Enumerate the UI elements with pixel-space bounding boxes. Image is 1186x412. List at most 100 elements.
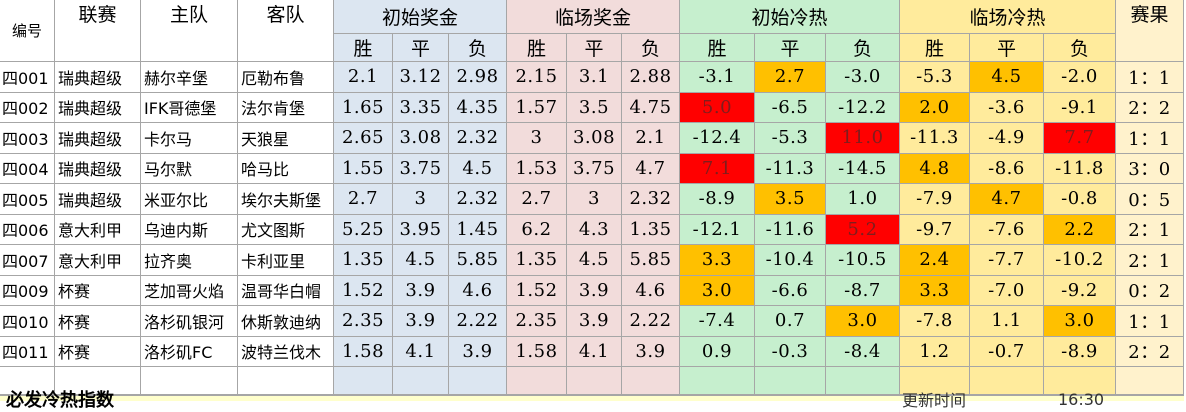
row-initial-bonus-win[interactable]: 2.7 bbox=[334, 184, 393, 215]
empty-cell[interactable] bbox=[55, 367, 141, 395]
row-result[interactable]: 3：0 bbox=[1116, 153, 1184, 184]
row-home-team[interactable]: 芝加哥火焰 bbox=[141, 275, 238, 306]
row-final-heat-win[interactable]: -5.3 bbox=[900, 62, 970, 93]
subheader-final-bonus-loss[interactable]: 负 bbox=[622, 34, 680, 62]
row-result[interactable]: 0：2 bbox=[1116, 275, 1184, 306]
row-initial-heat-draw[interactable]: -6.6 bbox=[755, 275, 826, 306]
row-initial-bonus-loss[interactable]: 4.6 bbox=[449, 275, 507, 306]
row-final-bonus-win[interactable]: 1.58 bbox=[507, 336, 567, 367]
row-final-bonus-loss[interactable]: 5.85 bbox=[622, 245, 680, 276]
row-home-team[interactable]: 米亚尔比 bbox=[141, 184, 238, 215]
empty-cell[interactable] bbox=[0, 367, 55, 395]
row-final-bonus-draw[interactable]: 3.5 bbox=[567, 92, 622, 123]
row-result[interactable]: 1：1 bbox=[1116, 123, 1184, 154]
row-final-heat-win[interactable]: 3.3 bbox=[900, 275, 970, 306]
empty-cell[interactable] bbox=[507, 367, 567, 395]
subheader-initial-heat-loss[interactable]: 负 bbox=[826, 34, 900, 62]
row-final-bonus-win[interactable]: 1.53 bbox=[507, 153, 567, 184]
empty-cell[interactable] bbox=[755, 367, 826, 395]
row-id[interactable]: 四003 bbox=[0, 123, 55, 154]
subheader-final-heat-win[interactable]: 胜 bbox=[900, 34, 970, 62]
row-final-heat-draw[interactable]: 1.1 bbox=[970, 306, 1044, 337]
header-away[interactable]: 客队 bbox=[238, 0, 334, 62]
row-initial-bonus-draw[interactable]: 4.1 bbox=[393, 336, 449, 367]
header-league[interactable]: 联赛 bbox=[55, 0, 141, 62]
row-league[interactable]: 瑞典超级 bbox=[55, 123, 141, 154]
header-initial-bonus[interactable]: 初始奖金 bbox=[334, 0, 507, 34]
row-final-bonus-win[interactable]: 2.7 bbox=[507, 184, 567, 215]
row-final-heat-draw[interactable]: -7.0 bbox=[970, 275, 1044, 306]
subheader-initial-bonus-win[interactable]: 胜 bbox=[334, 34, 393, 62]
row-initial-bonus-loss[interactable]: 5.85 bbox=[449, 245, 507, 276]
row-initial-heat-loss[interactable]: -3.0 bbox=[826, 62, 900, 93]
row-initial-bonus-loss[interactable]: 2.32 bbox=[449, 184, 507, 215]
row-initial-bonus-loss[interactable]: 2.98 bbox=[449, 62, 507, 93]
row-initial-bonus-draw[interactable]: 3.75 bbox=[393, 153, 449, 184]
row-initial-heat-win[interactable]: 3.3 bbox=[680, 245, 755, 276]
row-initial-heat-loss[interactable]: 1.0 bbox=[826, 184, 900, 215]
row-final-heat-loss[interactable]: -9.1 bbox=[1044, 92, 1116, 123]
row-initial-heat-win[interactable]: -12.1 bbox=[680, 214, 755, 245]
row-initial-bonus-win[interactable]: 1.52 bbox=[334, 275, 393, 306]
empty-cell[interactable] bbox=[1116, 367, 1184, 395]
row-home-team[interactable]: IFK哥德堡 bbox=[141, 92, 238, 123]
row-initial-heat-win[interactable]: -8.9 bbox=[680, 184, 755, 215]
row-initial-bonus-loss[interactable]: 2.32 bbox=[449, 123, 507, 154]
row-initial-bonus-draw[interactable]: 3.12 bbox=[393, 62, 449, 93]
empty-cell[interactable] bbox=[334, 367, 393, 395]
row-id[interactable]: 四002 bbox=[0, 92, 55, 123]
row-id[interactable]: 四001 bbox=[0, 62, 55, 93]
row-final-bonus-win[interactable]: 1.57 bbox=[507, 92, 567, 123]
empty-cell[interactable] bbox=[622, 367, 680, 395]
row-initial-heat-win[interactable]: 7.1 bbox=[680, 153, 755, 184]
row-home-team[interactable]: 洛杉矶银河 bbox=[141, 306, 238, 337]
row-final-bonus-loss[interactable]: 2.32 bbox=[622, 184, 680, 215]
empty-cell[interactable] bbox=[141, 367, 238, 395]
row-league[interactable]: 瑞典超级 bbox=[55, 62, 141, 93]
empty-cell[interactable] bbox=[680, 367, 755, 395]
row-final-bonus-loss[interactable]: 4.7 bbox=[622, 153, 680, 184]
row-initial-heat-win[interactable]: -3.1 bbox=[680, 62, 755, 93]
row-result[interactable]: 0：5 bbox=[1116, 184, 1184, 215]
row-final-bonus-win[interactable]: 2.35 bbox=[507, 306, 567, 337]
row-initial-bonus-win[interactable]: 2.65 bbox=[334, 123, 393, 154]
row-final-bonus-draw[interactable]: 3.9 bbox=[567, 275, 622, 306]
row-initial-heat-win[interactable]: 3.0 bbox=[680, 275, 755, 306]
row-final-bonus-loss[interactable]: 3.9 bbox=[622, 336, 680, 367]
row-away-team[interactable]: 法尔肯堡 bbox=[238, 92, 334, 123]
subheader-initial-heat-draw[interactable]: 平 bbox=[755, 34, 826, 62]
row-result[interactable]: 2：1 bbox=[1116, 245, 1184, 276]
row-initial-heat-win[interactable]: 0.9 bbox=[680, 336, 755, 367]
row-initial-heat-loss[interactable]: -10.5 bbox=[826, 245, 900, 276]
row-initial-heat-win[interactable]: 5.0 bbox=[680, 92, 755, 123]
row-initial-heat-win[interactable]: -12.4 bbox=[680, 123, 755, 154]
row-final-bonus-loss[interactable]: 2.22 bbox=[622, 306, 680, 337]
row-result[interactable]: 1：1 bbox=[1116, 62, 1184, 93]
row-initial-heat-loss[interactable]: 5.2 bbox=[826, 214, 900, 245]
header-home[interactable]: 主队 bbox=[141, 0, 238, 62]
row-result[interactable]: 2：1 bbox=[1116, 214, 1184, 245]
row-final-heat-win[interactable]: 2.4 bbox=[900, 245, 970, 276]
empty-cell[interactable] bbox=[826, 367, 900, 395]
row-league[interactable]: 瑞典超级 bbox=[55, 92, 141, 123]
row-league[interactable]: 瑞典超级 bbox=[55, 184, 141, 215]
row-initial-bonus-draw[interactable]: 3.95 bbox=[393, 214, 449, 245]
row-initial-heat-draw[interactable]: 3.5 bbox=[755, 184, 826, 215]
row-final-bonus-draw[interactable]: 4.5 bbox=[567, 245, 622, 276]
row-final-heat-loss[interactable]: -0.8 bbox=[1044, 184, 1116, 215]
row-initial-bonus-loss[interactable]: 4.5 bbox=[449, 153, 507, 184]
row-final-heat-loss[interactable]: -8.9 bbox=[1044, 336, 1116, 367]
row-home-team[interactable]: 卡尔马 bbox=[141, 123, 238, 154]
empty-cell[interactable] bbox=[970, 367, 1044, 395]
row-initial-heat-loss[interactable]: 3.0 bbox=[826, 306, 900, 337]
row-initial-bonus-win[interactable]: 1.65 bbox=[334, 92, 393, 123]
header-initial-heat[interactable]: 初始冷热 bbox=[680, 0, 900, 34]
row-final-bonus-draw[interactable]: 4.1 bbox=[567, 336, 622, 367]
empty-cell[interactable] bbox=[449, 367, 507, 395]
row-league[interactable]: 瑞典超级 bbox=[55, 153, 141, 184]
row-final-bonus-draw[interactable]: 4.3 bbox=[567, 214, 622, 245]
row-home-team[interactable]: 赫尔辛堡 bbox=[141, 62, 238, 93]
row-initial-heat-loss[interactable]: 11.0 bbox=[826, 123, 900, 154]
row-final-heat-win[interactable]: -7.9 bbox=[900, 184, 970, 215]
row-initial-bonus-draw[interactable]: 3.35 bbox=[393, 92, 449, 123]
